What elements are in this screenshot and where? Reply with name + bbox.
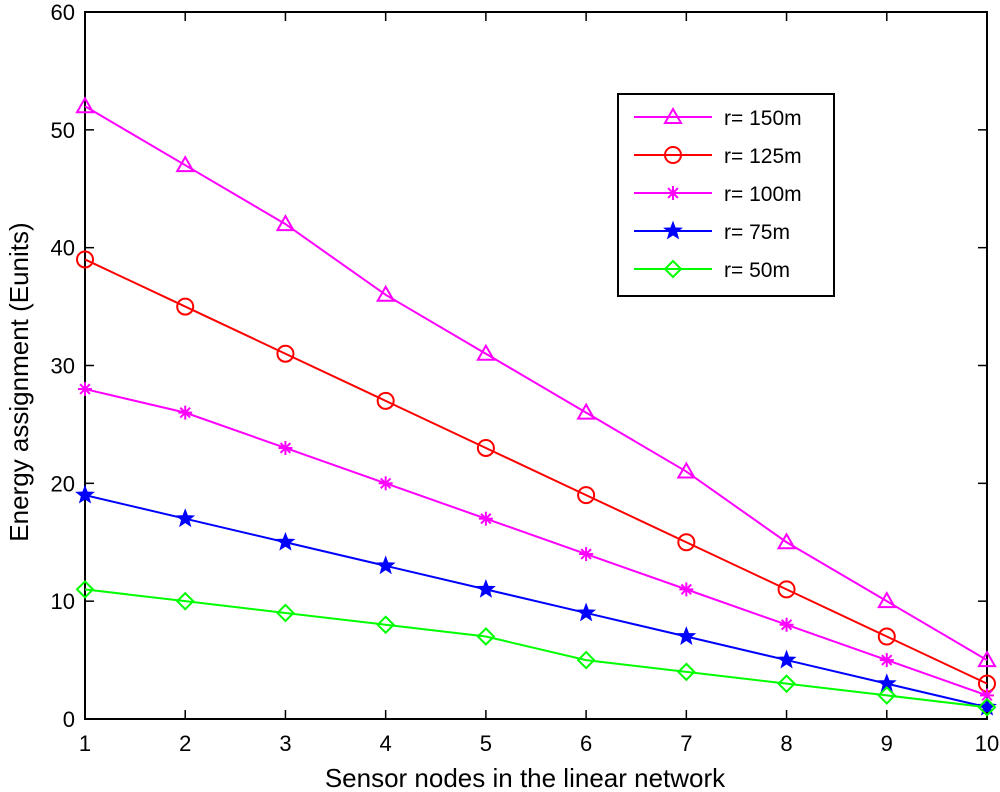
legend-label-0: r= 150m <box>724 107 802 130</box>
legend: r= 150m r= 125m r= 100m r= 75m r= 50m <box>617 93 835 297</box>
series-1-point <box>677 533 696 552</box>
series-1-point <box>877 627 896 646</box>
series-4-point <box>175 591 195 611</box>
series-2-point <box>579 547 594 562</box>
y-tick-label: 0 <box>63 707 75 732</box>
legend-box <box>617 93 835 297</box>
x-tick-label: 5 <box>480 731 492 756</box>
series-0-point <box>877 591 897 609</box>
series-3-point <box>776 649 797 669</box>
x-tick-label: 1 <box>79 731 91 756</box>
legend-marker-3 <box>663 220 683 240</box>
series-line-0 <box>84 105 988 661</box>
x-tick-label: 9 <box>881 731 893 756</box>
series-0-point <box>977 650 997 668</box>
series-4-point <box>476 627 496 646</box>
legend-label-1: r= 125m <box>724 145 802 168</box>
legend-marker-0 <box>663 106 683 124</box>
axis-ticks <box>84 11 988 720</box>
x-tick-label: 2 <box>179 731 191 756</box>
series-4-point <box>877 686 897 705</box>
series-line-1 <box>84 258 988 685</box>
series-0-point <box>676 461 697 479</box>
series-2-point <box>278 440 293 455</box>
series-3-point <box>175 508 196 528</box>
series-2-point <box>378 476 393 491</box>
series-1-point <box>176 297 195 316</box>
series-1-point <box>76 250 94 269</box>
series-2-point <box>178 405 193 420</box>
x-tick-label: 8 <box>780 731 792 756</box>
x-tick-label: 7 <box>680 731 692 756</box>
y-tick-label: 20 <box>51 471 75 496</box>
series-line-3 <box>84 494 988 709</box>
series-1-point <box>777 580 796 599</box>
series-0-point <box>75 96 95 114</box>
series-2-point <box>78 382 92 397</box>
x-tick-label: 6 <box>580 731 592 756</box>
y-tick-label: 60 <box>51 0 75 25</box>
series-4-point <box>777 674 796 694</box>
series-4-point <box>376 615 396 635</box>
series-0-point <box>776 532 797 550</box>
y-tick-label: 50 <box>51 118 75 143</box>
legend-label-2: r= 100m <box>724 183 802 206</box>
plot-area <box>84 11 988 720</box>
series-4-point <box>676 662 696 682</box>
series-line-4 <box>84 588 988 709</box>
y-tick-label: 10 <box>51 589 75 614</box>
series-3-point <box>676 626 697 645</box>
x-tick-label: 10 <box>975 731 999 756</box>
series-2-point <box>478 511 493 526</box>
series-1-point <box>276 344 295 363</box>
series-0-point <box>175 155 195 173</box>
series-2-point <box>779 617 794 632</box>
series-2-point <box>879 653 894 668</box>
x-axis-label: Sensor nodes in the linear network <box>325 763 726 792</box>
series-1-point <box>476 438 495 457</box>
series-4-point <box>576 650 596 670</box>
y-tick-label: 40 <box>51 236 75 261</box>
legend-marker-2 <box>666 186 680 200</box>
legend-label-4: r= 50m <box>724 259 790 282</box>
series-0-point <box>275 214 296 232</box>
y-tick-label: 30 <box>51 354 75 379</box>
series-3-point <box>275 531 296 551</box>
legend-marker-1 <box>664 146 682 164</box>
tick-labels: 1 2 3 4 5 6 7 8 9 10 0 10 20 30 40 50 60 <box>51 0 1000 756</box>
series-1-point <box>376 391 395 410</box>
series-4-point <box>977 697 997 717</box>
series-3-point <box>576 602 597 622</box>
series-line-2 <box>84 388 988 697</box>
legend-marker-4 <box>663 259 683 279</box>
series-1-point <box>577 486 596 505</box>
series-markers <box>75 96 997 717</box>
series-0-point <box>576 402 596 420</box>
x-tick-label: 3 <box>279 731 291 756</box>
x-tick-label: 4 <box>380 731 392 756</box>
series-3-point <box>475 578 496 598</box>
series-4-point <box>75 579 95 599</box>
series-0-point <box>476 343 496 361</box>
series-0-point <box>375 284 396 302</box>
series-2-point <box>679 582 694 597</box>
series-3-point <box>75 484 95 504</box>
series-lines <box>84 105 988 709</box>
y-axis-label: Energy assignment (Eunits) <box>4 222 34 541</box>
legend-label-3: r= 75m <box>724 221 790 244</box>
series-4-point <box>276 603 295 623</box>
series-3-point <box>375 555 396 575</box>
